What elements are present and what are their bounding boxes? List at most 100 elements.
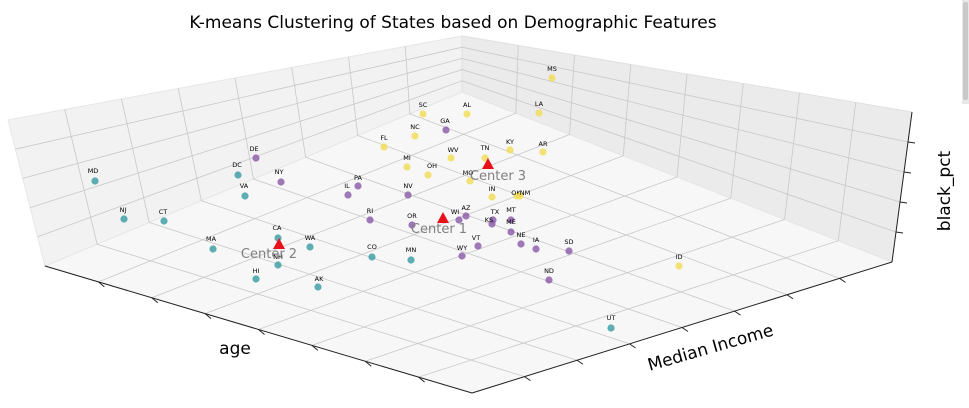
label-ia: IA (533, 236, 540, 244)
point-wa (306, 243, 314, 251)
label-sc: SC (419, 101, 428, 109)
gridline-right-wall-vertical (676, 73, 688, 178)
label-ks: KS (485, 216, 493, 224)
y-axis-tick (576, 359, 584, 365)
point-co (368, 253, 376, 261)
point-ny (277, 178, 285, 186)
point-pa (354, 182, 362, 190)
point-fl (380, 143, 388, 151)
x-axis-label: age (219, 339, 251, 359)
gridline-left-wall-vertical (64, 109, 98, 245)
gridline-left-wall-vertical (234, 77, 254, 180)
point-wi (455, 216, 463, 224)
label-il: IL (344, 182, 350, 190)
gridline-wall-horizontal (30, 69, 901, 208)
label-mo: MO (463, 169, 474, 177)
label-va: VA (240, 182, 249, 190)
label-wi: WI (451, 208, 459, 216)
x-axis-tick (98, 281, 105, 288)
label-al: AL (463, 101, 471, 109)
point-ks (488, 220, 496, 228)
label-center-2: Center 2 (241, 247, 297, 262)
gridline-right-wall-vertical (837, 102, 857, 241)
x-axis-tick (151, 297, 159, 304)
grid-lines (15, 45, 909, 378)
point-il (344, 191, 352, 199)
point-ct (160, 217, 168, 225)
gridline-left-wall-vertical (348, 56, 359, 136)
z-axis-tick (895, 231, 904, 234)
point-nd (545, 276, 553, 284)
gridline-floor-x (418, 240, 839, 378)
label-oh: OH (427, 162, 437, 170)
label-sd: SD (564, 238, 573, 246)
point-oh (424, 171, 432, 179)
label-nh: NH (273, 253, 283, 261)
label-ok: OK (511, 189, 521, 197)
label-mt: MT (506, 206, 516, 214)
label-tx: TX (490, 208, 500, 216)
label-dc: DC (232, 161, 242, 169)
axis-panes (7, 35, 913, 394)
point-dc (234, 171, 242, 179)
label-md: MD (88, 167, 99, 175)
x-axis-tick (311, 344, 319, 351)
gridline-wall-horizontal (22, 57, 905, 179)
label-ca: CA (273, 224, 283, 232)
z-axis-tick (907, 141, 916, 144)
label-center-1: Center 1 (411, 222, 467, 237)
point-ne (517, 240, 525, 248)
point-de (252, 154, 260, 162)
point-ut (607, 324, 615, 332)
point-sd (565, 247, 573, 255)
x-axis-tick (258, 329, 265, 335)
label-id: ID (676, 253, 683, 261)
label-az: AZ (462, 204, 471, 212)
point-tn (481, 154, 489, 162)
point-az (462, 212, 470, 220)
y-axis-tick (524, 376, 531, 382)
gridline-left-wall-vertical (404, 46, 411, 114)
label-in: IN (489, 185, 496, 193)
gridline-floor-x (365, 219, 785, 362)
label-nd: ND (544, 267, 554, 275)
point-mi (403, 163, 411, 171)
point-md (91, 177, 99, 185)
point-sc (419, 110, 427, 118)
point-ms (548, 74, 556, 82)
point-ak (314, 283, 322, 291)
label-ri: RI (367, 207, 374, 215)
gridline-left-wall-vertical (291, 67, 307, 158)
z-axis-tick (903, 171, 912, 174)
label-ar: AR (539, 140, 548, 148)
label-tn: TN (480, 144, 490, 152)
label-wa: WA (305, 234, 316, 242)
point-or (408, 221, 416, 229)
label-me: ME (506, 218, 516, 226)
marker-center-2 (273, 238, 285, 249)
label-nv: NV (403, 182, 413, 190)
label-wy: WY (457, 244, 467, 252)
label-ct: CT (159, 208, 168, 216)
z-axis-tick (899, 201, 908, 204)
z-axis-label: black_pct (935, 150, 955, 231)
label-co: CO (367, 243, 377, 251)
label-ms: MS (547, 65, 557, 73)
z-axis-line (891, 111, 913, 263)
scrollbar[interactable] (962, 0, 969, 104)
marker-center-3 (482, 158, 494, 169)
label-la: LA (535, 100, 544, 108)
point-mt (507, 216, 515, 224)
gridline-right-wall-vertical (784, 92, 800, 220)
point-wv (447, 154, 455, 162)
point-nc (411, 132, 419, 140)
gridline-right-wall-vertical (730, 83, 744, 199)
gridline-floor-y (253, 178, 683, 328)
point-ri (366, 216, 374, 224)
gridline-right-wall-vertical (569, 54, 575, 135)
label-de: DE (249, 145, 258, 153)
label-nj: NJ (120, 206, 127, 214)
scrollbar-thumb[interactable] (963, 2, 968, 100)
y-axis-tick (839, 277, 846, 283)
